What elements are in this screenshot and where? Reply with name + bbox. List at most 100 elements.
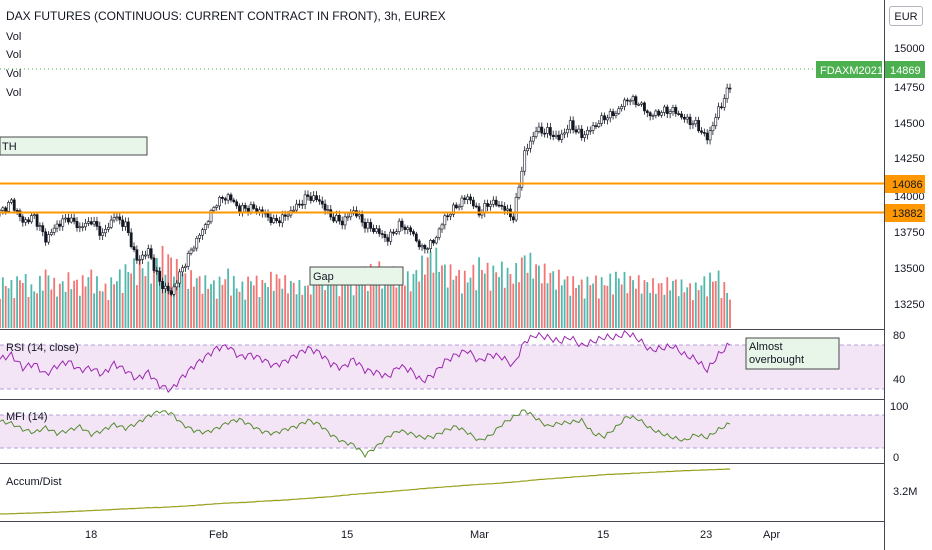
volume-bar bbox=[138, 259, 141, 328]
annotation-almost-overbought[interactable]: Almost overbought bbox=[745, 337, 840, 370]
candle-body bbox=[21, 216, 25, 223]
candle-body bbox=[451, 204, 455, 215]
volume-bar bbox=[646, 282, 649, 328]
candle-body bbox=[35, 214, 39, 227]
candle-body bbox=[429, 240, 432, 249]
candle-body bbox=[574, 129, 578, 133]
volume-bar bbox=[272, 290, 275, 328]
volume-bar bbox=[116, 281, 118, 328]
volume-bar bbox=[295, 294, 298, 328]
volume-bar bbox=[711, 281, 714, 328]
candle-body bbox=[275, 218, 279, 222]
legend-vol-3[interactable]: Vol bbox=[6, 68, 21, 80]
volume-bar bbox=[529, 252, 532, 328]
candle-body bbox=[523, 150, 527, 172]
volume-bar bbox=[672, 281, 674, 328]
mfi-legend[interactable]: MFI (14) bbox=[6, 411, 48, 423]
volume-bar bbox=[555, 289, 557, 328]
rsi-line bbox=[0, 329, 731, 394]
candle-body bbox=[300, 203, 304, 206]
candle-body bbox=[460, 197, 464, 207]
candle-body bbox=[554, 134, 558, 137]
volume-bar bbox=[241, 281, 244, 328]
price-tick: 14000 bbox=[894, 191, 925, 203]
volume-bar bbox=[592, 283, 595, 328]
candle-body bbox=[64, 217, 67, 220]
volume-bar bbox=[366, 290, 369, 328]
volume-bar bbox=[463, 270, 466, 328]
annotation-th[interactable]: TH bbox=[0, 136, 148, 156]
candle-body bbox=[41, 225, 45, 233]
volume-bar bbox=[44, 269, 47, 328]
candle-body bbox=[55, 223, 59, 229]
volume-bar bbox=[210, 284, 212, 328]
volume-bar bbox=[289, 281, 292, 328]
volume-bar bbox=[589, 285, 592, 328]
legend-vol-4[interactable]: Vol bbox=[6, 87, 21, 99]
price-axis[interactable]: 15000 14750 14500 14250 14000 13750 1350… bbox=[894, 43, 925, 311]
volume-bar bbox=[620, 284, 623, 328]
volume-bar bbox=[58, 283, 61, 328]
candle-body bbox=[221, 197, 224, 199]
candle-body bbox=[577, 128, 581, 133]
volume-bar bbox=[583, 298, 586, 328]
volume-bar bbox=[483, 273, 486, 328]
candle-body bbox=[557, 134, 561, 140]
volume-bar bbox=[346, 281, 349, 328]
annotation-gap[interactable]: Gap bbox=[309, 266, 404, 286]
candle-body bbox=[235, 201, 239, 207]
volume-bar bbox=[178, 283, 181, 328]
candle-body bbox=[725, 87, 729, 99]
candle-body bbox=[61, 218, 65, 227]
volume-bar bbox=[144, 276, 147, 328]
volume-bar bbox=[287, 293, 289, 328]
price-tick: 15000 bbox=[894, 43, 925, 55]
accum-dist-legend[interactable]: Accum/Dist bbox=[6, 476, 62, 488]
candle-body bbox=[537, 126, 541, 132]
candle-body bbox=[326, 209, 330, 211]
legend-vol-2[interactable]: Vol bbox=[6, 49, 21, 61]
candle-body bbox=[546, 127, 549, 134]
candle-body bbox=[192, 247, 196, 251]
time-axis[interactable]: 18 Feb 15 Mar 15 23 Apr bbox=[85, 529, 780, 541]
candle-body bbox=[323, 203, 327, 211]
legend-vol-1[interactable]: Vol bbox=[6, 31, 21, 43]
candle-body bbox=[124, 221, 127, 227]
candle-body bbox=[218, 197, 221, 207]
candle-body bbox=[643, 102, 646, 112]
volume-bar bbox=[378, 261, 381, 328]
rsi-legend[interactable]: RSI (14, close) bbox=[6, 342, 79, 354]
volume-bar bbox=[81, 275, 84, 328]
candle-body bbox=[75, 221, 79, 228]
volume-bar bbox=[130, 273, 133, 328]
candle-body bbox=[400, 220, 404, 228]
candle-body bbox=[694, 120, 698, 125]
candle-body bbox=[463, 197, 467, 200]
volume-bar bbox=[335, 275, 338, 328]
volume-bar bbox=[709, 272, 711, 328]
annotation-overbought-line2: overbought bbox=[749, 354, 804, 366]
candle-body bbox=[389, 231, 393, 242]
volume-bar bbox=[184, 273, 187, 328]
candle-body bbox=[104, 229, 107, 234]
currency-button[interactable]: EUR bbox=[889, 6, 923, 26]
volume-bar bbox=[515, 263, 518, 328]
candle-body bbox=[92, 221, 96, 225]
volume-bar bbox=[566, 276, 569, 328]
volume-bar bbox=[332, 280, 335, 328]
volume-bar bbox=[575, 288, 577, 328]
volume-bar bbox=[626, 293, 629, 328]
volume-bar bbox=[267, 287, 269, 328]
mfi-band bbox=[0, 415, 884, 448]
volume-bar bbox=[632, 280, 634, 328]
candle-body bbox=[209, 210, 213, 223]
volume-bar bbox=[395, 287, 398, 328]
candle-body bbox=[215, 205, 219, 208]
candle-body bbox=[380, 233, 384, 235]
volume-bar bbox=[432, 272, 435, 328]
volume-bar bbox=[349, 272, 352, 328]
volume-bar bbox=[93, 293, 96, 328]
volume-bar bbox=[421, 255, 423, 328]
volume-bar bbox=[147, 261, 150, 328]
